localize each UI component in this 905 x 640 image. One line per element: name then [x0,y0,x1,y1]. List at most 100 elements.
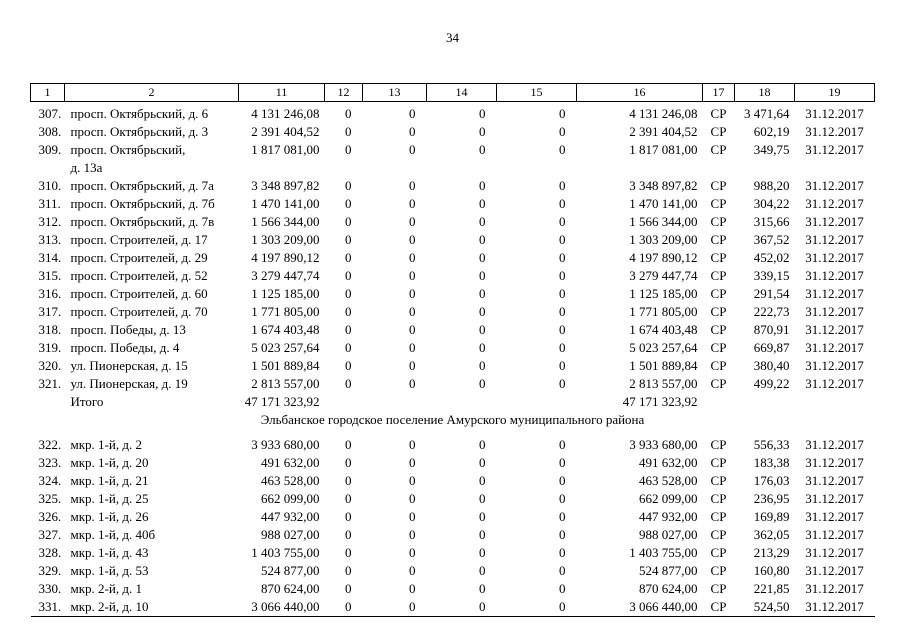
column-header: 16 [576,83,703,102]
cell-amount-16: 3 279 447,74 [629,268,698,283]
cell-method: СР [710,124,727,139]
cell-13: 0 [409,437,416,452]
table-row: 329. мкр. 1-й, д. 53 524 877,00 0 0 0 0 524 877… [31,562,875,580]
cell-row-number: 320. [38,358,62,373]
cell-15: 0 [559,563,566,578]
cell-12: 0 [345,545,352,560]
cell-12: 0 [345,376,352,391]
cell-method: СР [710,376,727,391]
cell-amount-16: 1 470 141,00 [629,196,698,211]
cell-15: 0 [559,581,566,596]
data-table: 1 2 11 12 13 14 15 16 17 18 19 307. просп. Октябрьс… [30,83,875,617]
cell-12: 0 [345,358,352,373]
cell-amount-11: 662 099,00 [261,491,320,506]
page-number: 34 [446,30,459,45]
cell-amount-18: 988,20 [753,178,790,193]
cell-date: 31.12.2017 [805,322,864,337]
cell-15: 0 [559,142,566,157]
cell-14: 0 [479,304,486,319]
cell-15: 0 [559,322,566,337]
cell-12 [325,393,363,411]
cell-12: 0 [345,142,352,157]
cell-amount-16: 1 303 209,00 [629,232,698,247]
cell-row-number [31,393,65,411]
table-row: 320. ул. Пионерская, д. 15 1 501 889,84 0 0 0… [31,357,875,375]
cell-13: 0 [409,268,416,283]
cell-amount-18: 870,91 [753,322,790,337]
cell-15: 0 [559,437,566,452]
cell-date: 31.12.2017 [805,455,864,470]
cell-method: СР [710,196,727,211]
cell-15: 0 [559,178,566,193]
cell-method: СР [710,232,727,247]
cell-method: СР [710,106,727,121]
table-row: 324. мкр. 1-й, д. 21 463 528,00 0 0 0 0 463 528… [31,472,875,490]
cell-row-number: 326. [38,509,62,524]
cell-address: мкр. 1-й, д. 20 [70,455,149,470]
cell-amount-16: 1 403 755,00 [629,545,698,560]
cell-13: 0 [409,214,416,229]
cell-date: 31.12.2017 [805,581,864,596]
cell-15: 0 [559,304,566,319]
column-header: 15 [496,83,577,102]
cell-12: 0 [345,455,352,470]
cell-amount-11: 870 624,00 [261,581,320,596]
cell-address: просп. Строителей, д. 17 [70,232,208,247]
cell-date: 31.12.2017 [805,491,864,506]
cell-row-number: 311. [38,196,61,211]
cell-13: 0 [409,250,416,265]
table-row: 321. ул. Пионерская, д. 19 2 813 557,00 0 0 0… [31,375,875,393]
cell-address: просп. Строителей, д. 29 [70,250,208,265]
cell-amount-16: 2 391 404,52 [629,124,698,139]
cell-12: 0 [345,268,352,283]
cell-date: 31.12.2017 [805,196,864,211]
cell-row-number: 318. [38,322,62,337]
cell-amount-11: 3 348 897,82 [251,178,320,193]
cell-amount-11: 2 391 404,52 [251,124,320,139]
cell-amount-18: 499,22 [753,376,790,391]
cell-15: 0 [559,545,566,560]
cell-amount-16: 988 027,00 [639,527,698,542]
cell-method: СР [710,268,727,283]
cell-12: 0 [345,340,352,355]
cell-date [795,393,875,411]
cell-14: 0 [479,106,486,121]
cell-14: 0 [479,214,486,229]
cell-row-number: 328. [38,545,62,560]
cell-date: 31.12.2017 [805,509,864,524]
table-row: 323. мкр. 1-й, д. 20 491 632,00 0 0 0 0 491 632… [31,454,875,472]
cell-amount-18: 160,80 [753,563,790,578]
table-row: 310. просп. Октябрьский, д. 7а 3 348 897,8… [31,177,875,195]
cell-14: 0 [479,376,486,391]
cell-14: 0 [479,250,486,265]
cell-method: СР [710,473,727,488]
cell-amount-11: 1 125 185,00 [251,286,320,301]
cell-15: 0 [559,340,566,355]
cell-amount-18: 524,50 [753,599,790,614]
cell-12: 0 [345,304,352,319]
cell-row-number: 319. [38,340,62,355]
table-row: 315. просп. Строителей, д. 52 3 279 447,74… [31,267,875,285]
cell-amount-11: 2 813 557,00 [251,376,320,391]
cell-address: мкр. 1-й, д. 25 [70,491,149,506]
cell-15: 0 [559,106,566,121]
table-row: 318. просп. Победы, д. 13 1 674 403,48 0 0 0 0… [31,321,875,339]
cell-amount-18: 222,73 [753,304,790,319]
cell-amount-16: 1 771 805,00 [629,304,698,319]
cell-amount-18: 362,05 [753,527,790,542]
cell-13: 0 [409,545,416,560]
cell-method: СР [710,509,727,524]
cell-12: 0 [345,509,352,524]
cell-14: 0 [479,340,486,355]
table-row: 326. мкр. 1-й, д. 26 447 932,00 0 0 0 0 447 932… [31,508,875,526]
cell-date: 31.12.2017 [805,376,864,391]
cell-amount-18: 349,75 [753,142,790,157]
cell-amount-18: 452,02 [753,250,790,265]
cell-amount-16: 1 125 185,00 [629,286,698,301]
cell-amount-16: 1 674 403,48 [629,322,698,337]
cell-row-number: 317. [38,304,62,319]
cell-12: 0 [345,178,352,193]
cell-13: 0 [409,376,416,391]
cell-method: СР [710,527,727,542]
cell-date: 31.12.2017 [805,527,864,542]
